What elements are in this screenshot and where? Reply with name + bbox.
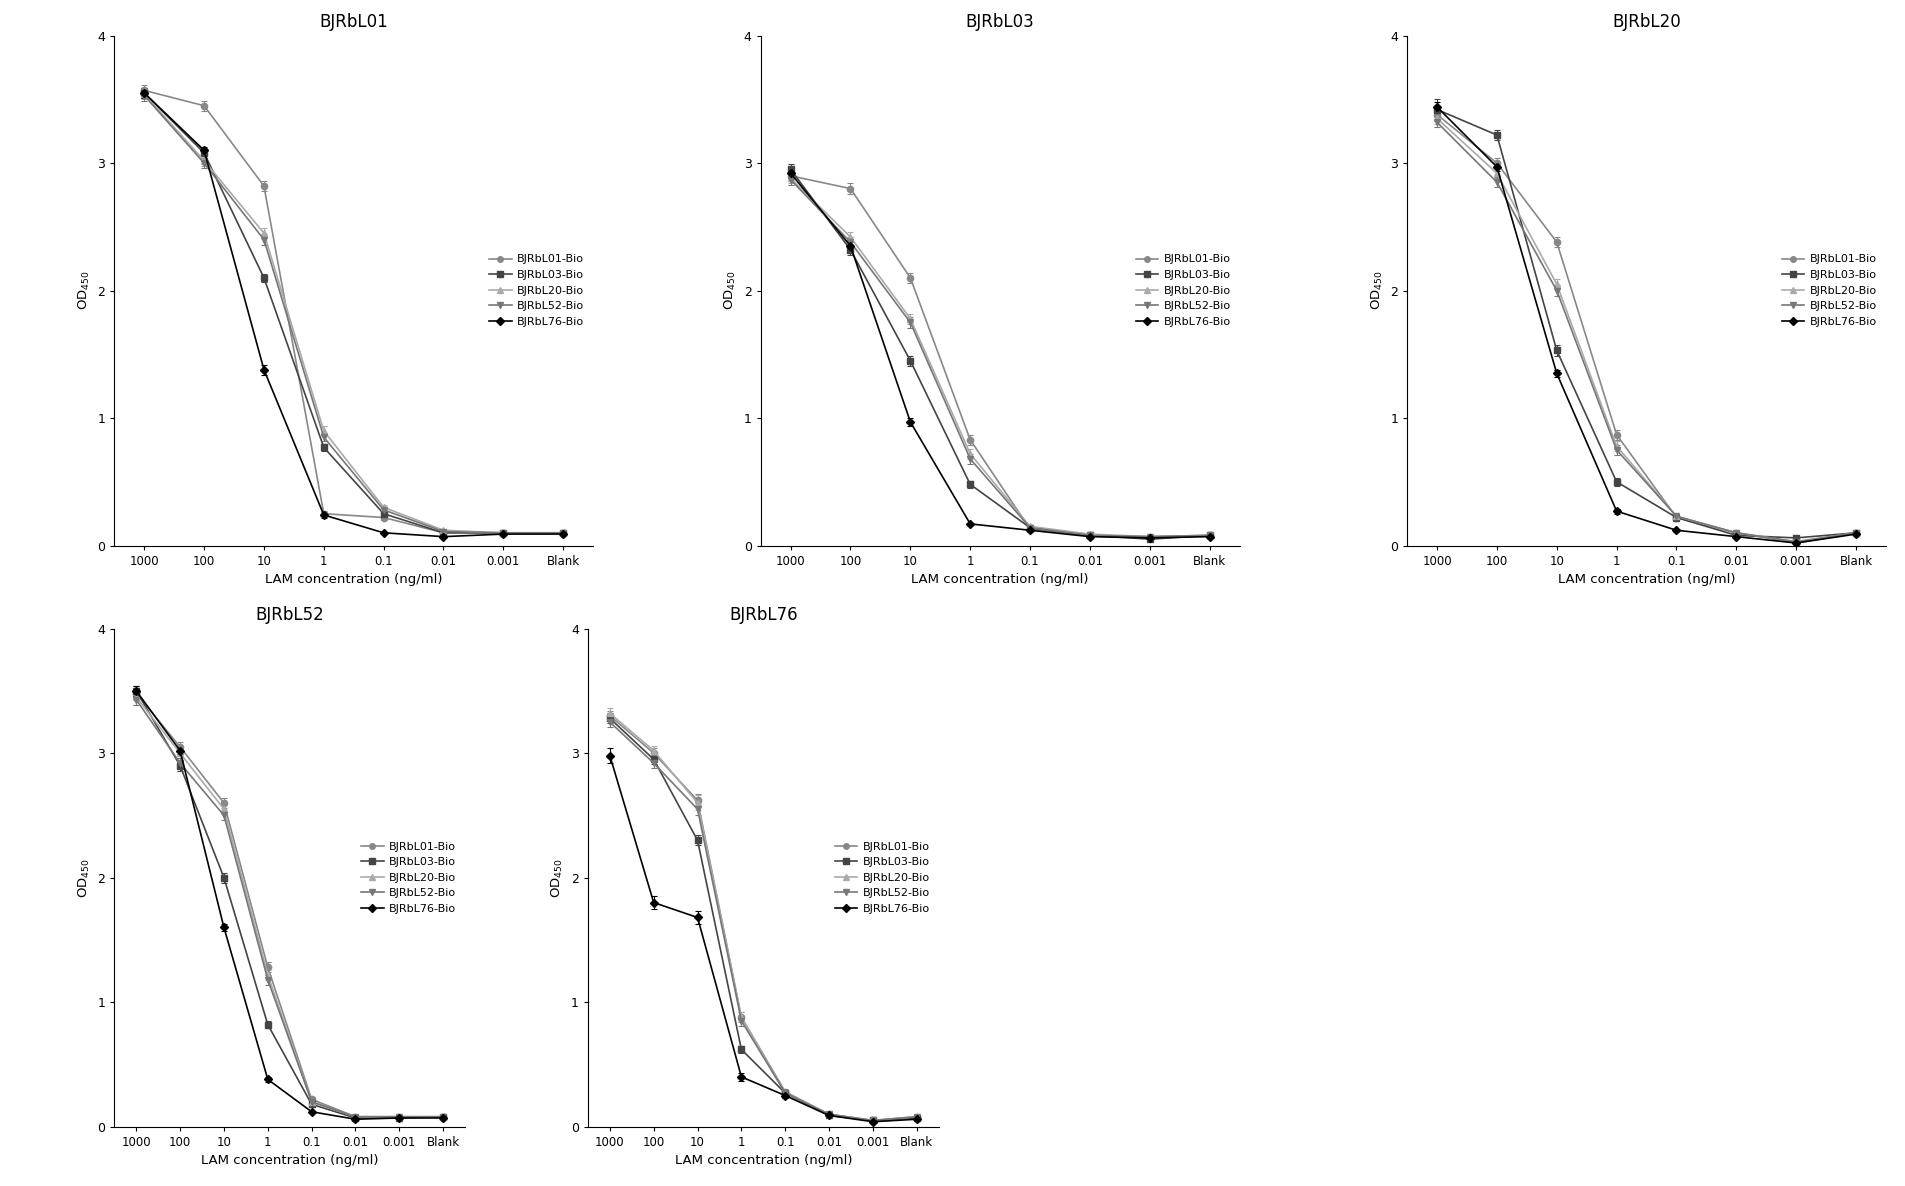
Title: BJRbL01: BJRbL01 bbox=[320, 13, 389, 31]
Legend: BJRbL01-Bio, BJRbL03-Bio, BJRbL20-Bio, BJRbL52-Bio, BJRbL76-Bio: BJRbL01-Bio, BJRbL03-Bio, BJRbL20-Bio, B… bbox=[486, 251, 587, 330]
Y-axis label: OD$_{450}$: OD$_{450}$ bbox=[76, 857, 91, 898]
Title: BJRbL20: BJRbL20 bbox=[1612, 13, 1680, 31]
Title: BJRbL03: BJRbL03 bbox=[966, 13, 1034, 31]
Y-axis label: OD$_{450}$: OD$_{450}$ bbox=[76, 270, 91, 311]
Legend: BJRbL01-Bio, BJRbL03-Bio, BJRbL20-Bio, BJRbL52-Bio, BJRbL76-Bio: BJRbL01-Bio, BJRbL03-Bio, BJRbL20-Bio, B… bbox=[1132, 251, 1234, 330]
X-axis label: LAM concentration (ng/ml): LAM concentration (ng/ml) bbox=[265, 573, 442, 586]
Legend: BJRbL01-Bio, BJRbL03-Bio, BJRbL20-Bio, BJRbL52-Bio, BJRbL76-Bio: BJRbL01-Bio, BJRbL03-Bio, BJRbL20-Bio, B… bbox=[358, 839, 459, 917]
X-axis label: LAM concentration (ng/ml): LAM concentration (ng/ml) bbox=[200, 1154, 379, 1167]
Title: BJRbL52: BJRbL52 bbox=[255, 606, 324, 624]
Y-axis label: OD$_{450}$: OD$_{450}$ bbox=[724, 270, 737, 311]
Y-axis label: OD$_{450}$: OD$_{450}$ bbox=[1370, 270, 1385, 311]
Legend: BJRbL01-Bio, BJRbL03-Bio, BJRbL20-Bio, BJRbL52-Bio, BJRbL76-Bio: BJRbL01-Bio, BJRbL03-Bio, BJRbL20-Bio, B… bbox=[832, 839, 933, 917]
Title: BJRbL76: BJRbL76 bbox=[730, 606, 798, 624]
Legend: BJRbL01-Bio, BJRbL03-Bio, BJRbL20-Bio, BJRbL52-Bio, BJRbL76-Bio: BJRbL01-Bio, BJRbL03-Bio, BJRbL20-Bio, B… bbox=[1779, 251, 1880, 330]
X-axis label: LAM concentration (ng/ml): LAM concentration (ng/ml) bbox=[911, 573, 1090, 586]
X-axis label: LAM concentration (ng/ml): LAM concentration (ng/ml) bbox=[1558, 573, 1735, 586]
X-axis label: LAM concentration (ng/ml): LAM concentration (ng/ml) bbox=[674, 1154, 852, 1167]
Y-axis label: OD$_{450}$: OD$_{450}$ bbox=[551, 857, 566, 898]
